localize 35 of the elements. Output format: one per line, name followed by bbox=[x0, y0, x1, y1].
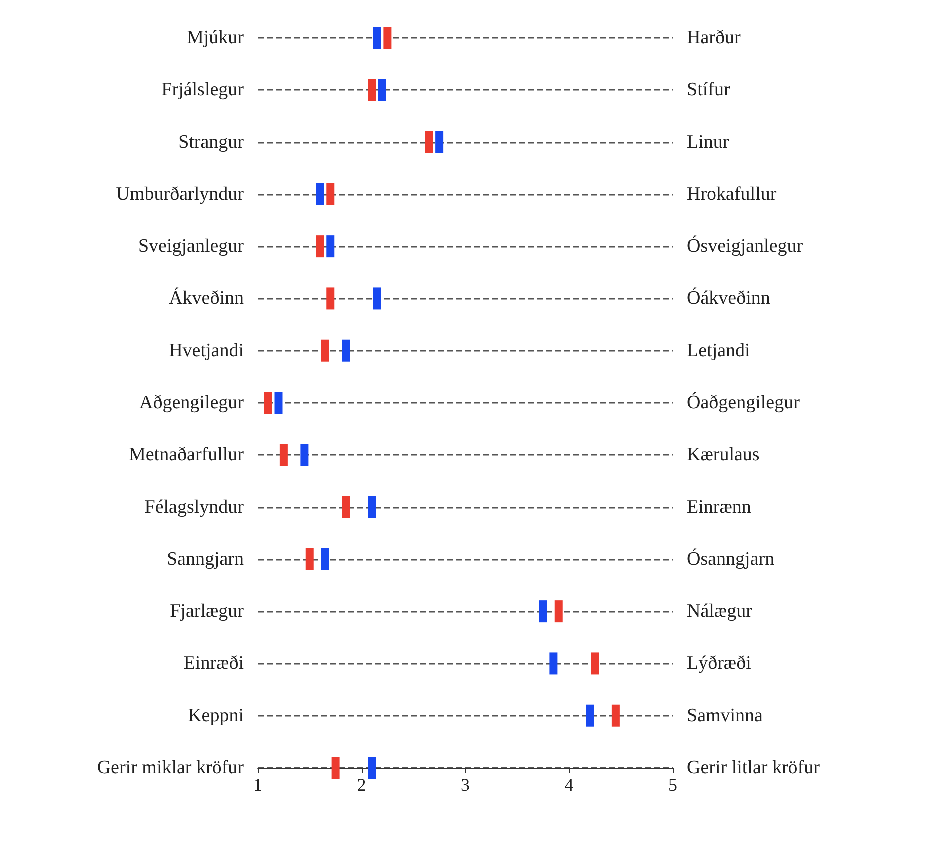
y-tick-label: Aðgengilegur bbox=[140, 392, 245, 414]
y-tick-label: Umburðarlyndur bbox=[116, 184, 245, 205]
y2-tick-label: Nálægur bbox=[687, 601, 754, 622]
y-tick-label: Metnaðarfullur bbox=[128, 444, 245, 466]
y-tick-label: Frjálslegur bbox=[162, 80, 245, 101]
x-tick-label: 4 bbox=[564, 775, 574, 795]
y-tick-label: Strangur bbox=[178, 132, 245, 153]
x-tick-label: 1 bbox=[254, 775, 262, 795]
y-tick-label: Ákveðinn bbox=[169, 287, 244, 310]
y2-tick-label: Hrokafullur bbox=[687, 184, 778, 205]
y-tick-label: Hvetjandi bbox=[169, 340, 244, 362]
y2-tick-label: Stífur bbox=[687, 80, 731, 101]
y-tick-label: Sanngjarn bbox=[166, 548, 244, 570]
y2-tick-label: Óaðgengilegur bbox=[687, 392, 801, 414]
y-tick-label: Mjúkur bbox=[187, 28, 245, 48]
y-tick-label: Einræði bbox=[184, 653, 244, 674]
y-tick-label: Fjarlægur bbox=[170, 601, 245, 622]
y2-tick-label: Óákveðinn bbox=[687, 287, 771, 310]
y2-tick-label: Einrænn bbox=[687, 496, 752, 518]
y2-tick-label: Linur bbox=[687, 132, 730, 153]
y2-tick-label: Harður bbox=[687, 28, 742, 48]
y2-tick-label: Ósanngjarn bbox=[687, 548, 776, 570]
y2-tick-label: Gerir litlar kröfur bbox=[687, 758, 821, 778]
y2-tick-label: Lýðræði bbox=[687, 653, 752, 674]
y2-tick-label: Kærulaus bbox=[687, 444, 760, 466]
y-tick-label: Keppni bbox=[188, 705, 244, 726]
x-tick-label: 2 bbox=[357, 775, 366, 795]
y2-tick-label: Letjandi bbox=[687, 340, 750, 362]
x-tick-label: 5 bbox=[668, 775, 678, 795]
x-tick-label: 3 bbox=[461, 775, 470, 795]
y-tick-label: Gerir miklar kröfur bbox=[97, 758, 245, 778]
y-tick-label: Sveigjanlegur bbox=[138, 236, 245, 258]
y2-tick-label: Ósveigjanlegur bbox=[687, 235, 804, 258]
y2-tick-label: Samvinna bbox=[687, 705, 764, 726]
y-tick-label: Félagslyndur bbox=[144, 496, 245, 518]
